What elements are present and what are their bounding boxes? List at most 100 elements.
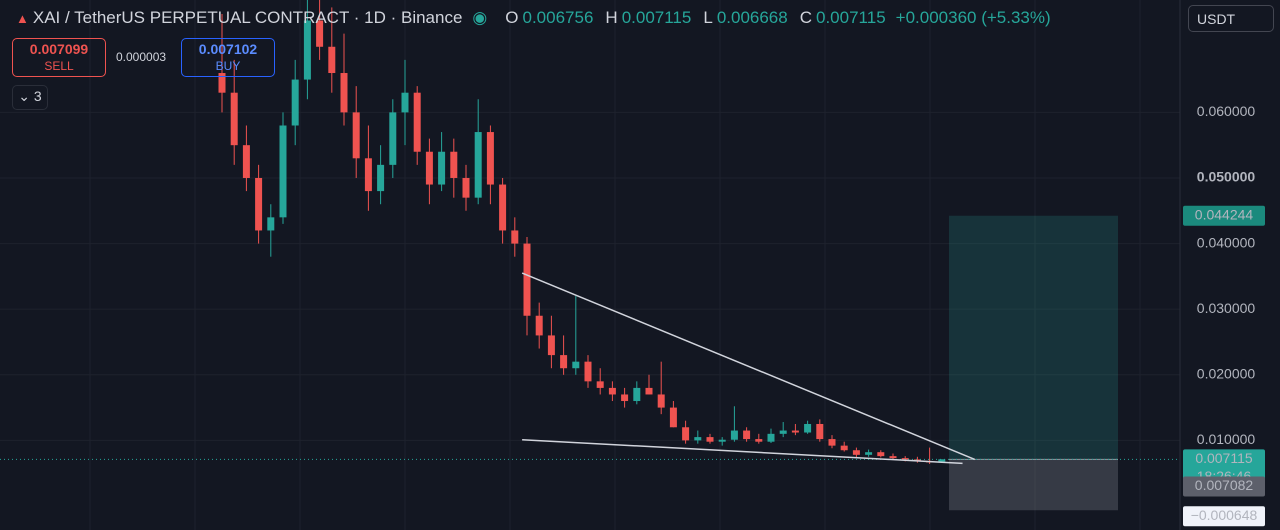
ohlc-key: O	[505, 8, 519, 27]
candle-body	[767, 433, 775, 442]
candle-body	[303, 20, 311, 80]
candle-body	[840, 445, 848, 451]
candle-body	[706, 437, 714, 442]
candle-body	[511, 230, 519, 244]
indicators-toggle[interactable]: ⌄ 3	[12, 85, 48, 110]
candle-body	[377, 164, 385, 192]
candle-body	[413, 92, 421, 152]
change: +0.000360 (+5.33%)	[895, 8, 1051, 27]
candle-body	[779, 430, 787, 434]
currency: USDT	[1197, 11, 1236, 27]
y-tick-label: 0.010000	[1197, 431, 1256, 447]
candle-body	[364, 158, 372, 192]
exchange-icon: ▲	[16, 10, 29, 26]
candle-body	[291, 79, 299, 126]
candle-body	[279, 125, 287, 218]
candle-body	[401, 92, 409, 113]
candle-body	[669, 407, 677, 428]
y-tick-label: 0.030000	[1197, 300, 1256, 316]
ohlc-value: 0.006756	[522, 8, 594, 27]
y-tick-label: 0.060000	[1197, 103, 1256, 119]
candle-body	[657, 394, 665, 408]
candle-body	[572, 361, 580, 369]
current-price-tag: 0.007115	[1195, 450, 1253, 466]
candle-body	[730, 430, 738, 440]
candle-body	[804, 423, 812, 433]
candle-body	[218, 73, 226, 93]
buy-button[interactable]: 0.007102 BUY	[181, 38, 275, 77]
ohlc-key: L	[703, 8, 713, 27]
candle-body	[608, 387, 616, 395]
candle-body	[743, 430, 751, 440]
candle-body	[791, 430, 799, 433]
spread: 0.000003	[116, 50, 167, 64]
trendline	[522, 438, 963, 465]
candle-body	[316, 20, 324, 47]
candle-body	[645, 387, 653, 395]
candle-body	[852, 450, 860, 455]
candle-body	[682, 427, 690, 441]
status-dot: ◉	[472, 8, 488, 27]
candle-body	[718, 439, 726, 442]
position-stop-zone	[949, 459, 1118, 511]
candle-body	[340, 73, 348, 113]
candle-body	[694, 437, 702, 441]
candle-body	[438, 151, 446, 185]
currency-select[interactable]: USDT	[1188, 5, 1274, 32]
candle-body	[523, 243, 531, 316]
legend-bar: ▲ XAI / TetherUS PERPETUAL CONTRACT · 1D…	[16, 8, 1051, 28]
buy-price: 0.007102	[198, 41, 258, 57]
stop-price-tag-bg	[1183, 506, 1265, 527]
candle-body	[584, 361, 592, 382]
candle-body	[938, 459, 946, 462]
target-price-tag: 0.044244	[1195, 206, 1254, 222]
candle-body	[901, 458, 909, 460]
candle-body	[462, 177, 470, 198]
candle-body	[596, 381, 604, 388]
candle-body	[352, 112, 360, 159]
sell-label: SELL	[44, 59, 74, 73]
ohlc-key: C	[799, 8, 812, 27]
symbol-title[interactable]: XAI / TetherUS PERPETUAL CONTRACT · 1D ·…	[32, 8, 463, 27]
candle-body	[255, 177, 263, 231]
candle-body	[865, 452, 873, 455]
y-tick-label: 0.040000	[1197, 234, 1256, 250]
candle-body	[535, 315, 543, 336]
candle-body	[328, 46, 336, 74]
target-price-tag-bg	[1183, 205, 1265, 226]
candle-body	[877, 452, 885, 457]
mid-price-tag: 0.007082	[1195, 477, 1254, 493]
stop-price-tag: −0.000648	[1191, 507, 1258, 523]
candle-body	[267, 217, 275, 231]
candle-body	[425, 151, 433, 185]
candle-body	[560, 355, 568, 369]
trendline	[521, 272, 976, 461]
sell-button[interactable]: 0.007099 SELL	[12, 38, 106, 77]
position-profit-zone	[949, 215, 1118, 460]
sell-price: 0.007099	[29, 41, 89, 57]
y-tick-label: 0.050000	[1197, 169, 1256, 185]
ohlc-key: H	[605, 8, 618, 27]
ohlc-value: 0.007115	[621, 8, 692, 27]
candle-body	[230, 92, 238, 146]
candle-body	[633, 387, 641, 402]
candle-body	[816, 423, 824, 440]
ohlc-value: 0.007115	[816, 8, 886, 27]
y-tick-label: 0.020000	[1197, 365, 1256, 381]
candle-body	[547, 335, 555, 356]
candle-body	[499, 184, 507, 231]
ohlc-value: 0.006668	[716, 8, 788, 27]
candle-body	[621, 394, 629, 402]
candle-body	[450, 151, 458, 178]
candle-body	[474, 132, 482, 198]
candle-body	[242, 145, 250, 178]
candle-body	[389, 112, 397, 165]
candle-body	[828, 439, 836, 446]
mid-price-tag-bg	[1183, 476, 1265, 497]
indicators-count: 3	[33, 88, 42, 104]
candle-body	[889, 456, 897, 459]
buy-label: BUY	[215, 59, 241, 73]
candle-body	[755, 439, 763, 442]
